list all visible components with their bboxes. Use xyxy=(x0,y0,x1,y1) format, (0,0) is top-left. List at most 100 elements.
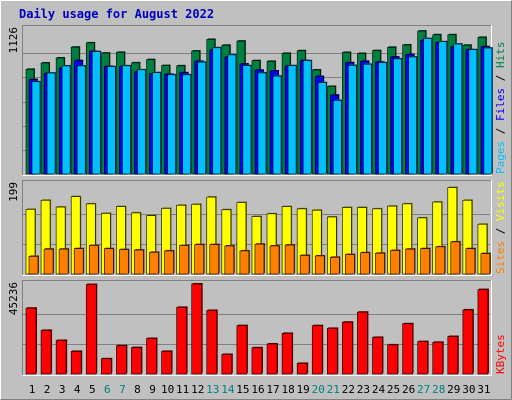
bar-kbytes xyxy=(206,309,218,375)
bar-sites xyxy=(299,254,311,275)
bar-kbytes xyxy=(296,362,309,375)
legend-entry-kbytes: KBytes xyxy=(494,334,507,374)
bar-sites xyxy=(73,247,85,275)
bar-face xyxy=(269,245,280,275)
bar-face xyxy=(116,345,127,375)
bar-sites xyxy=(179,244,190,275)
bar-sites xyxy=(239,249,250,275)
bar-kbytes xyxy=(477,288,489,375)
x-tick-label: 24 xyxy=(372,383,386,396)
bar-face xyxy=(314,255,325,275)
bar-face xyxy=(299,255,310,275)
bar-face xyxy=(342,321,353,375)
bar-pages xyxy=(122,64,132,175)
bar-face xyxy=(85,284,97,375)
bar-kbytes xyxy=(447,335,459,375)
bar-pages xyxy=(152,71,162,175)
x-tick-label: 4 xyxy=(74,383,81,396)
bar-face xyxy=(164,250,174,275)
bar-face xyxy=(55,340,67,375)
bar-face xyxy=(254,243,265,275)
bar-sites xyxy=(360,251,371,275)
legend-entry-sites: Sites xyxy=(494,241,507,274)
bar-face xyxy=(405,248,415,275)
bar-kbytes xyxy=(176,306,188,375)
legend-visits: Sites / Visits xyxy=(494,181,507,274)
bar-face xyxy=(149,251,159,275)
bar-face xyxy=(61,65,71,175)
bar-face xyxy=(25,307,37,375)
bar-kbytes xyxy=(372,336,384,375)
legend-entry-visits: Visits xyxy=(494,181,507,221)
bar-sites xyxy=(480,252,491,275)
bar-face xyxy=(281,333,293,375)
bar-kbytes xyxy=(146,337,158,375)
bar-face xyxy=(76,65,86,175)
bar-pages xyxy=(167,73,177,175)
bar-kbytes xyxy=(70,350,83,375)
bar-sites xyxy=(420,247,431,275)
bar-pages xyxy=(46,72,57,175)
bar-pages xyxy=(363,63,373,175)
bar-face xyxy=(450,241,461,275)
bar-sites xyxy=(224,244,235,275)
bar-face xyxy=(296,363,308,375)
bar-pages xyxy=(378,61,388,175)
bar-kbytes xyxy=(40,329,53,375)
bar-face xyxy=(227,54,237,175)
bar-face xyxy=(257,72,267,175)
bar-kbytes xyxy=(25,307,37,375)
x-tick-label: 31 xyxy=(477,383,490,396)
bar-face xyxy=(167,74,176,175)
bar-sites xyxy=(390,249,401,275)
bar-pages xyxy=(483,47,493,175)
x-tick-label: 16 xyxy=(251,383,264,396)
panel-kbytes: 45236 KBytes xyxy=(7,280,507,376)
bar-face xyxy=(408,56,417,175)
x-tick-label: 8 xyxy=(134,383,141,396)
x-tick-label: 1 xyxy=(29,383,36,396)
bar-face xyxy=(468,49,478,175)
bar-face xyxy=(179,245,189,275)
x-tick-label: 21 xyxy=(327,383,340,396)
bar-face xyxy=(317,82,327,175)
bar-face xyxy=(182,74,191,175)
x-tick-label: 13 xyxy=(206,383,219,396)
bar-face xyxy=(462,309,474,375)
bar-pages xyxy=(257,71,267,175)
bar-face xyxy=(284,244,295,275)
bar-face xyxy=(40,330,52,375)
bar-face xyxy=(447,336,459,375)
bar-kbytes xyxy=(402,322,414,375)
x-tick-label: 11 xyxy=(176,383,189,396)
bar-face xyxy=(266,343,278,375)
x-tick-label: 27 xyxy=(417,383,430,396)
bar-face xyxy=(122,65,131,175)
bar-pages xyxy=(287,64,298,175)
bar-pages xyxy=(107,65,117,175)
legend-entry-hits: Hits xyxy=(494,42,507,69)
bar-kbytes xyxy=(357,311,369,375)
bar-face xyxy=(101,358,112,375)
bar-face xyxy=(221,354,233,375)
bar-face xyxy=(326,328,338,375)
bar-sites xyxy=(209,243,220,275)
bar-pages xyxy=(76,64,87,175)
bar-kbytes xyxy=(161,350,173,375)
bar-face xyxy=(251,347,263,375)
bar-sites xyxy=(405,248,416,275)
bar-face xyxy=(224,245,235,275)
bar-face xyxy=(432,341,444,375)
x-tick-label: 6 xyxy=(104,383,111,396)
bar-sites xyxy=(375,252,386,275)
bar-kbytes xyxy=(417,340,429,375)
legend-separator: / xyxy=(494,68,507,88)
bar-face xyxy=(107,66,116,175)
bar-pages xyxy=(438,40,448,175)
legend-separator: / xyxy=(494,221,507,241)
bar-face xyxy=(375,252,385,275)
bar-pages xyxy=(468,48,478,175)
bar-face xyxy=(390,250,400,275)
bar-sites xyxy=(28,255,39,275)
bar-face xyxy=(191,283,203,375)
